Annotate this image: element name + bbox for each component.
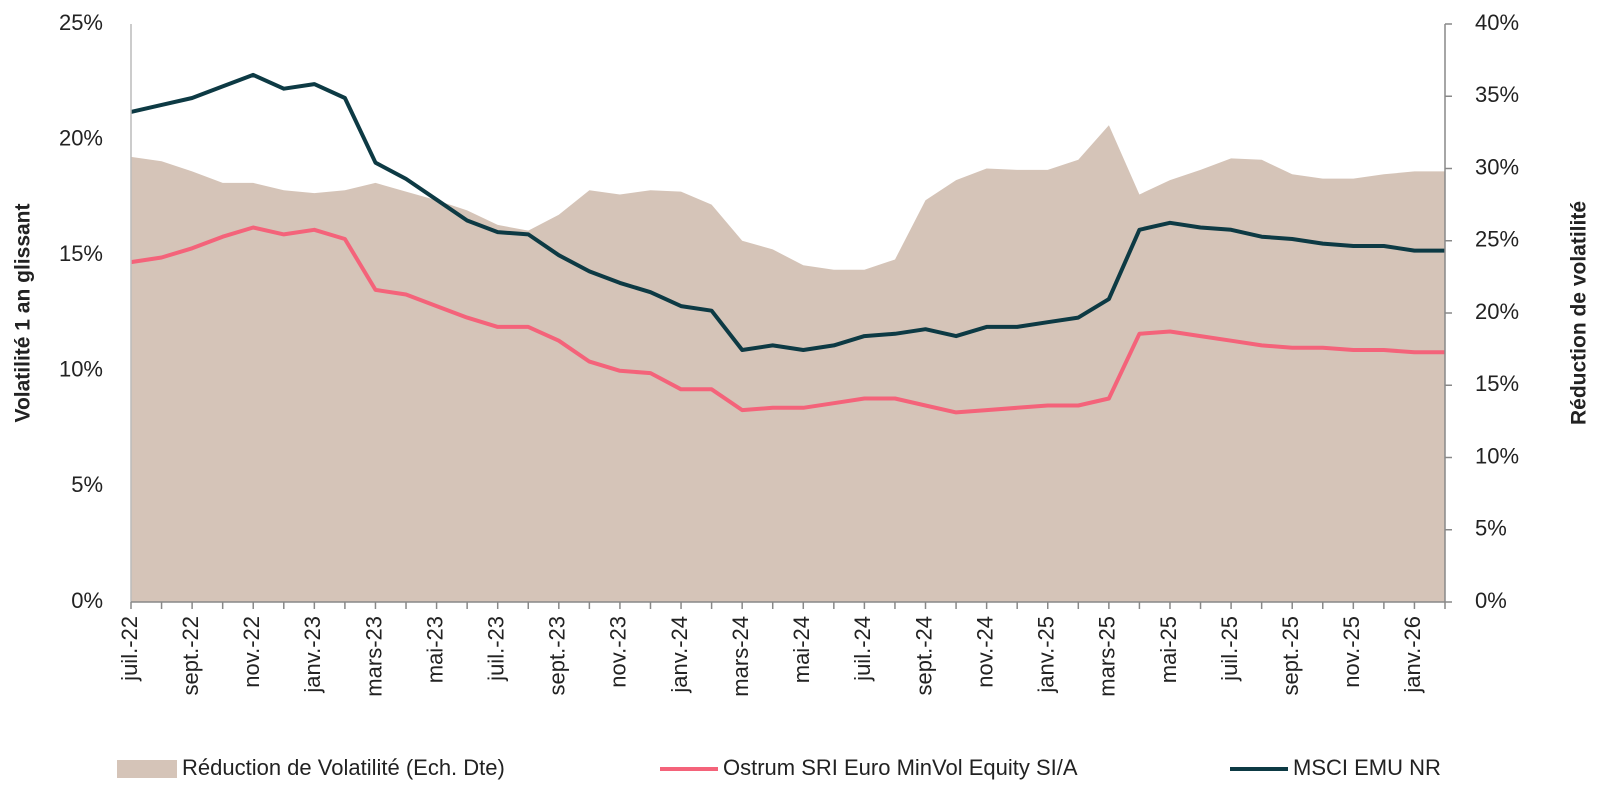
y-tick-label: 5% xyxy=(71,472,103,497)
y2-tick-label: 0% xyxy=(1475,588,1507,613)
y-tick-label: 10% xyxy=(59,357,103,382)
y2-tick-label: 35% xyxy=(1475,82,1519,107)
y2-tick-label: 20% xyxy=(1475,299,1519,324)
x-tick-label: juil.-22 xyxy=(117,616,142,682)
y-tick-label: 25% xyxy=(59,10,103,35)
y-tick-label: 0% xyxy=(71,588,103,613)
x-tick-label: nov.-25 xyxy=(1339,616,1364,688)
y-tick-label: 20% xyxy=(59,125,103,150)
x-tick-label: nov.-24 xyxy=(972,616,997,688)
area xyxy=(131,125,1445,602)
x-tick-label: janv.-25 xyxy=(1034,616,1059,694)
y2-tick-label: 10% xyxy=(1475,443,1519,468)
line xyxy=(130,225,1445,415)
x-tick-label: sept.-23 xyxy=(545,616,570,696)
x-tick-label: juil.-24 xyxy=(850,616,875,682)
x-tick-label: mars-23 xyxy=(361,616,386,697)
y2-tick-label: 25% xyxy=(1475,227,1519,252)
x-tick-label: mai-24 xyxy=(789,616,814,683)
x-tick-label: mai-23 xyxy=(422,616,447,683)
x-tick-label: juil.-23 xyxy=(484,616,509,682)
y2-axis-title: Réduction de volatilité xyxy=(1568,201,1591,425)
x-tick-label: mai-25 xyxy=(1156,616,1181,683)
y2-tick-label: 30% xyxy=(1475,154,1519,179)
x-tick-label: nov.-23 xyxy=(606,616,631,688)
x-tick-label: janv.-24 xyxy=(667,616,692,694)
x-tick-label: janv.-26 xyxy=(1400,616,1425,694)
y2-tick-label: 15% xyxy=(1475,371,1519,396)
legend-swatch xyxy=(117,760,177,778)
y-tick-label: 15% xyxy=(59,241,103,266)
x-tick-label: juil.-25 xyxy=(1217,616,1242,682)
y2-tick-label: 5% xyxy=(1475,516,1507,541)
legend-label: Réduction de Volatilité (Ech. Dte) xyxy=(182,755,505,780)
x-tick-label: mars-25 xyxy=(1095,616,1120,697)
x-tick-label: sept.-25 xyxy=(1278,616,1303,696)
x-tick-label: janv.-23 xyxy=(300,616,325,694)
y-axis-title: Volatilité 1 an glissant xyxy=(12,203,35,422)
legend-label: MSCI EMU NR xyxy=(1293,755,1441,780)
x-tick-label: nov.-22 xyxy=(239,616,264,688)
x-tick-label: mars-24 xyxy=(728,616,753,697)
y2-tick-label: 40% xyxy=(1475,10,1519,35)
line xyxy=(130,72,1445,352)
x-tick-label: sept.-24 xyxy=(911,616,936,696)
legend-label: Ostrum SRI Euro MinVol Equity SI/A xyxy=(723,755,1078,780)
x-tick-label: sept.-22 xyxy=(178,616,203,696)
